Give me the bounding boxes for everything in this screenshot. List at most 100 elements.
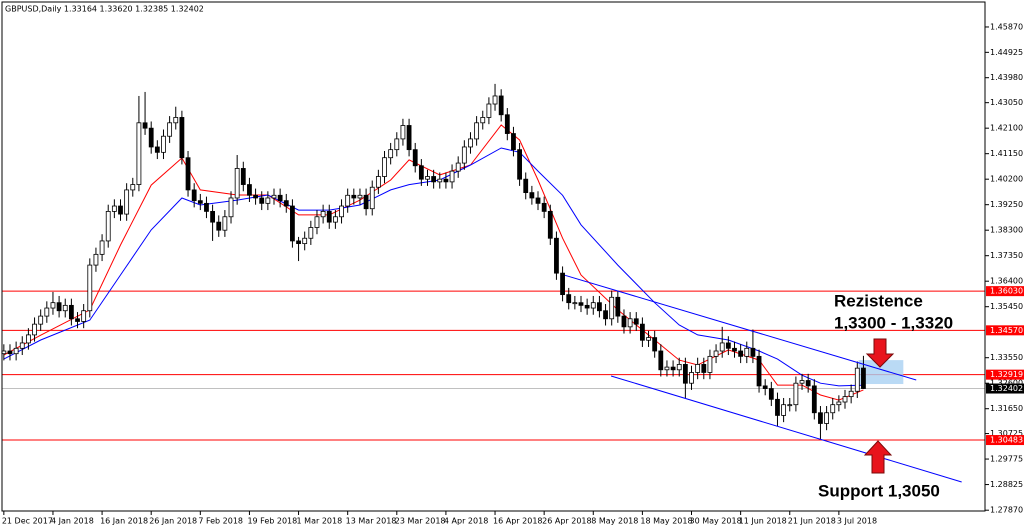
- candle-body: [50, 302, 56, 309]
- candle-body: [615, 296, 621, 317]
- x-tick-label: 16 Apr 2018: [493, 517, 542, 526]
- candle-body: [130, 184, 136, 191]
- candle-body: [32, 323, 37, 336]
- candle-body: [136, 122, 142, 185]
- candle-body: [627, 318, 633, 328]
- candle-body: [824, 412, 829, 424]
- candle-body: [210, 210, 215, 223]
- candle-body: [664, 366, 670, 371]
- price-label: 1.32402: [990, 384, 1023, 393]
- y-tick-label: 1.45870: [990, 22, 1023, 31]
- x-tick-label: 18 May 2018: [640, 517, 692, 526]
- candle-body: [308, 227, 314, 239]
- candle-body: [38, 315, 44, 325]
- y-tick-label: 1.30725: [990, 429, 1023, 438]
- y-tick-label: 1.41150: [990, 149, 1023, 158]
- candle-body: [793, 382, 799, 406]
- candle-body: [701, 364, 707, 373]
- candle-body: [161, 135, 166, 153]
- x-tick-label: 16 Jan 2018: [100, 517, 148, 526]
- candle-body: [738, 350, 744, 357]
- candle-body: [56, 302, 62, 312]
- candle-body: [437, 178, 443, 183]
- candle-body: [400, 125, 406, 140]
- candle-body: [756, 355, 762, 387]
- candle-body: [725, 342, 731, 349]
- candle-body: [234, 168, 240, 199]
- candle-body: [253, 194, 258, 199]
- candle-body: [744, 347, 750, 357]
- moving-average: [3, 124, 864, 401]
- x-tick-label: 23 Mar 2018: [395, 517, 446, 526]
- candle-body: [713, 350, 719, 357]
- candle-body: [517, 149, 522, 180]
- candle-body: [836, 401, 842, 406]
- x-tick-label: 30 May 2018: [690, 517, 742, 526]
- y-tick-label: 1.42100: [990, 124, 1023, 133]
- candle-body: [511, 133, 516, 151]
- candle-body: [99, 240, 105, 255]
- candle-body: [468, 138, 473, 148]
- candle-body: [621, 315, 627, 328]
- candle-body: [418, 165, 424, 180]
- x-tick-label: 1 Mar 2018: [297, 517, 343, 526]
- candle-body: [314, 216, 320, 228]
- candle-body: [81, 310, 87, 322]
- candle-body: [652, 337, 658, 352]
- candle-body: [455, 162, 461, 172]
- candle-body: [222, 216, 228, 231]
- x-tick-label: 8 May 2018: [591, 517, 638, 526]
- candle-body: [154, 146, 160, 153]
- candle-body: [535, 197, 541, 204]
- candle-body: [375, 176, 381, 188]
- y-tick-label: 1.36400: [990, 277, 1023, 286]
- candle-body: [124, 189, 130, 215]
- candle-body: [658, 350, 664, 371]
- candle-body: [240, 168, 246, 185]
- candle-body: [768, 388, 774, 400]
- annotation: Support 1,3050: [818, 481, 940, 500]
- candle-body: [799, 380, 805, 384]
- level-label: 1.36030: [990, 287, 1023, 296]
- candle-body: [406, 125, 412, 151]
- y-tick-label: 1.43980: [990, 73, 1023, 82]
- x-tick-label: 4 Jan 2018: [51, 517, 94, 526]
- candle-body: [670, 366, 676, 371]
- annotation: Rezistence: [834, 291, 923, 310]
- candle-body: [854, 367, 860, 392]
- candle-body: [762, 385, 768, 389]
- plot-area: [1, 83, 985, 483]
- price-label-box: [986, 383, 1024, 394]
- candle-body: [62, 304, 68, 312]
- candle-body: [811, 385, 817, 414]
- candle-body: [584, 304, 590, 309]
- candle-body: [320, 210, 326, 218]
- candle-body: [787, 404, 793, 407]
- candle-body: [345, 194, 351, 207]
- y-tick-label: 1.32600: [990, 379, 1023, 388]
- candle-body: [283, 200, 289, 207]
- candle-body: [394, 138, 400, 151]
- candle-body: [805, 380, 811, 387]
- candle-body: [357, 194, 363, 199]
- candle-body: [68, 304, 74, 320]
- candle-body: [572, 302, 578, 305]
- y-tick-label: 1.28825: [990, 480, 1023, 489]
- y-tick-label: 1.29775: [990, 455, 1023, 464]
- candle-body: [830, 404, 836, 414]
- x-tick-label: 21 Jun 2018: [788, 517, 836, 526]
- level-label-box: [986, 435, 1024, 446]
- x-tick-label: 13 Mar 2018: [346, 517, 397, 526]
- x-tick-label: 4 Apr 2018: [444, 517, 488, 526]
- candle-body: [388, 149, 394, 159]
- candle-body: [639, 323, 645, 341]
- candle-body: [26, 334, 31, 344]
- candle-body: [326, 210, 332, 223]
- y-tick-label: 1.31650: [990, 404, 1023, 413]
- candle-body: [633, 318, 639, 325]
- candle-body: [474, 122, 480, 140]
- plot-frame: [1, 1, 986, 512]
- candle-body: [118, 205, 123, 215]
- candle-body: [7, 350, 13, 355]
